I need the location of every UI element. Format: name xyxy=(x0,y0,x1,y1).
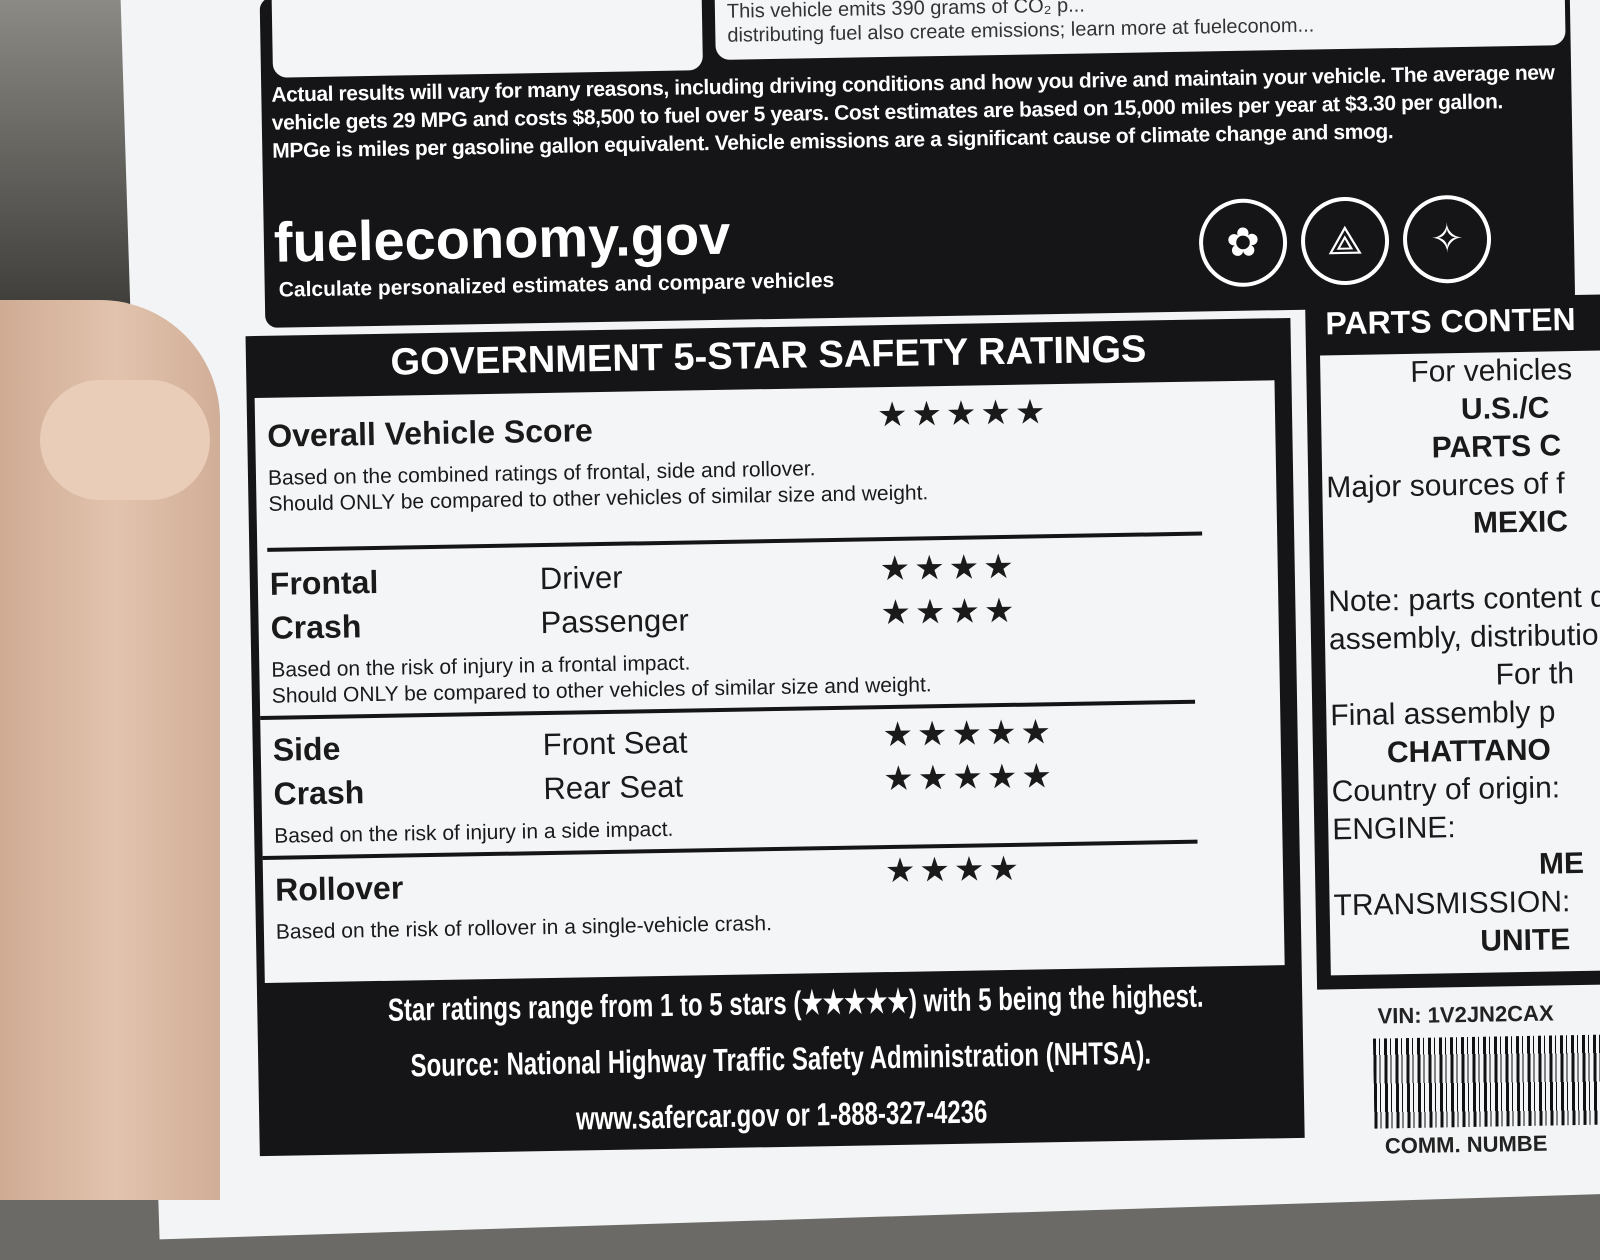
safety-title: GOVERNMENT 5-STAR SAFETY RATINGS xyxy=(390,328,1147,384)
parts-line: MEXIC xyxy=(1472,505,1569,540)
dot-seal-icon: ⟁ xyxy=(1300,196,1390,286)
emissions-box: This vehicle emits 390 grams of CO₂ p...… xyxy=(714,0,1566,60)
fuel-cost-box xyxy=(271,0,703,78)
rollover-label: Rollover xyxy=(274,869,404,908)
parts-content-section: PARTS CONTEN For vehicles U.S./C PARTS C Ma… xyxy=(1305,292,1600,990)
epa-seal-icon: ✿ xyxy=(1198,198,1288,288)
driver-stars: ★★★★ xyxy=(879,547,1018,589)
overall-label: Overall Vehicle Score xyxy=(266,412,594,454)
overall-stars: ★★★★★ xyxy=(876,393,1050,435)
safety-ratings-section: GOVERNMENT 5-STAR SAFETY RATINGS Overall… xyxy=(245,317,1305,1157)
parts-line: PARTS C xyxy=(1431,429,1562,465)
parts-line xyxy=(1323,538,1600,583)
vin-number: VIN: 1V2JN2CAX xyxy=(1377,1000,1554,1029)
rollover-note: Based on the risk of rollover in a singl… xyxy=(275,912,773,944)
front-seat-stars: ★★★★★ xyxy=(882,713,1056,755)
fuel-economy-section: This vehicle emits 390 grams of CO₂ p...… xyxy=(259,0,1576,328)
parts-line: Country of origin: xyxy=(1331,771,1561,809)
passenger-stars: ★★★★ xyxy=(880,591,1019,633)
parts-line: U.S./C xyxy=(1460,391,1550,427)
parts-line: assembly, distributio xyxy=(1328,618,1599,657)
nhtsa-source: Source: National Highway Traffic Safety … xyxy=(410,1034,1152,1084)
star-range-note: Star ratings range from 1 to 5 stars (★★… xyxy=(387,977,1204,1028)
parts-line: Major sources of f xyxy=(1326,467,1566,505)
rear-seat-label: Rear Seat xyxy=(543,768,684,807)
parts-line: UNITE xyxy=(1479,923,1571,958)
fuel-disclaimer: Actual results will vary for many reason… xyxy=(271,61,1555,163)
thumb xyxy=(40,380,210,500)
window-sticker: This vehicle emits 390 grams of CO₂ p...… xyxy=(140,0,1600,1260)
vin-barcode xyxy=(1372,1033,1600,1129)
parts-line: ME xyxy=(1538,846,1585,881)
parts-title: PARTS CONTEN xyxy=(1325,300,1576,342)
side-label: Crash xyxy=(273,774,365,812)
parts-line: TRANSMISSION: xyxy=(1333,885,1571,923)
safercar-contact: www.safercar.gov or 1-888-327-4236 xyxy=(575,1093,988,1137)
doe-seal-icon: ✧ xyxy=(1402,194,1492,284)
rear-seat-stars: ★★★★★ xyxy=(883,757,1057,799)
side-label: Side xyxy=(272,730,341,768)
driver-label: Driver xyxy=(539,559,623,597)
frontal-label: Frontal xyxy=(269,563,379,602)
rollover-stars: ★★★★ xyxy=(884,849,1024,891)
background-car xyxy=(0,0,140,320)
passenger-label: Passenger xyxy=(540,602,690,641)
side-note: Based on the risk of injury in a side im… xyxy=(274,817,674,848)
comm-number: COMM. NUMBE xyxy=(1384,1130,1548,1159)
parts-line: Final assembly p xyxy=(1330,695,1556,733)
fueleconomy-subtitle: Calculate personalized estimates and com… xyxy=(278,268,835,302)
parts-line: CHATTANO xyxy=(1386,733,1552,770)
front-seat-label: Front Seat xyxy=(542,724,688,763)
fueleconomy-site: fueleconomy.gov xyxy=(273,202,731,274)
parts-line: For vehicles xyxy=(1410,353,1573,389)
frontal-label: Crash xyxy=(270,608,362,646)
divider xyxy=(267,531,1203,552)
parts-line: For th xyxy=(1495,657,1575,692)
parts-line: ENGINE: xyxy=(1332,811,1456,847)
parts-line: Note: parts content d xyxy=(1328,580,1600,619)
